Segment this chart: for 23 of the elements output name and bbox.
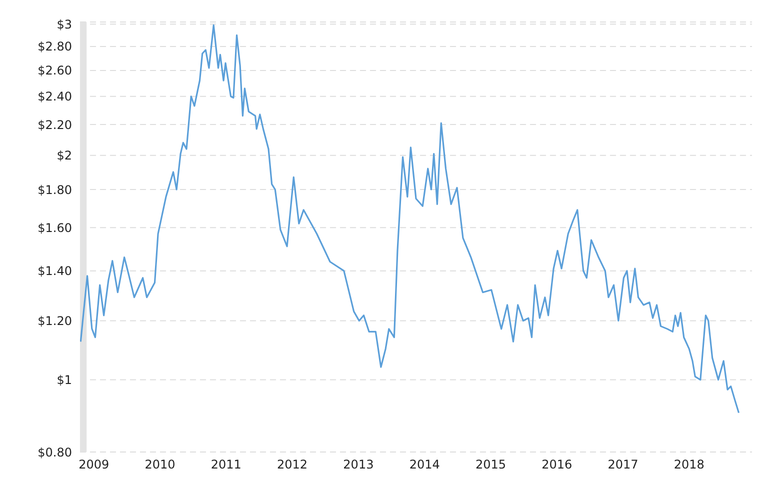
x-tick-label: 2012: [277, 458, 308, 472]
y-tick-label: $2.80: [38, 40, 72, 54]
y-tick-label: $1.20: [38, 314, 72, 328]
x-tick-label: 2011: [210, 458, 242, 472]
line-series: [80, 24, 740, 414]
y-tick-label: $1.40: [38, 264, 72, 278]
y-tick-label: $1.80: [38, 182, 72, 197]
y-tick-label: $2: [56, 148, 72, 163]
y-tick-label: $2.40: [38, 90, 72, 104]
y-tick-label: $2.20: [38, 118, 72, 132]
y-tick-label: $2.60: [38, 64, 72, 78]
y-tick-label: $3: [56, 17, 72, 32]
x-tick-label: 2009: [78, 458, 110, 472]
x-tick-label: 2013: [343, 458, 374, 472]
y-tick-label: $1.60: [38, 220, 72, 235]
y-tick-label: $1: [56, 373, 72, 388]
x-tick-label: 2015: [475, 458, 506, 472]
x-tick-label: 2017: [608, 458, 638, 472]
y-tick-label: $0.80: [38, 445, 72, 460]
x-tick-label: 2010: [144, 458, 176, 472]
x-tick-label: 2018: [674, 458, 704, 472]
x-tick-label: 2014: [409, 458, 440, 472]
x-tick-label: 2016: [542, 458, 572, 472]
